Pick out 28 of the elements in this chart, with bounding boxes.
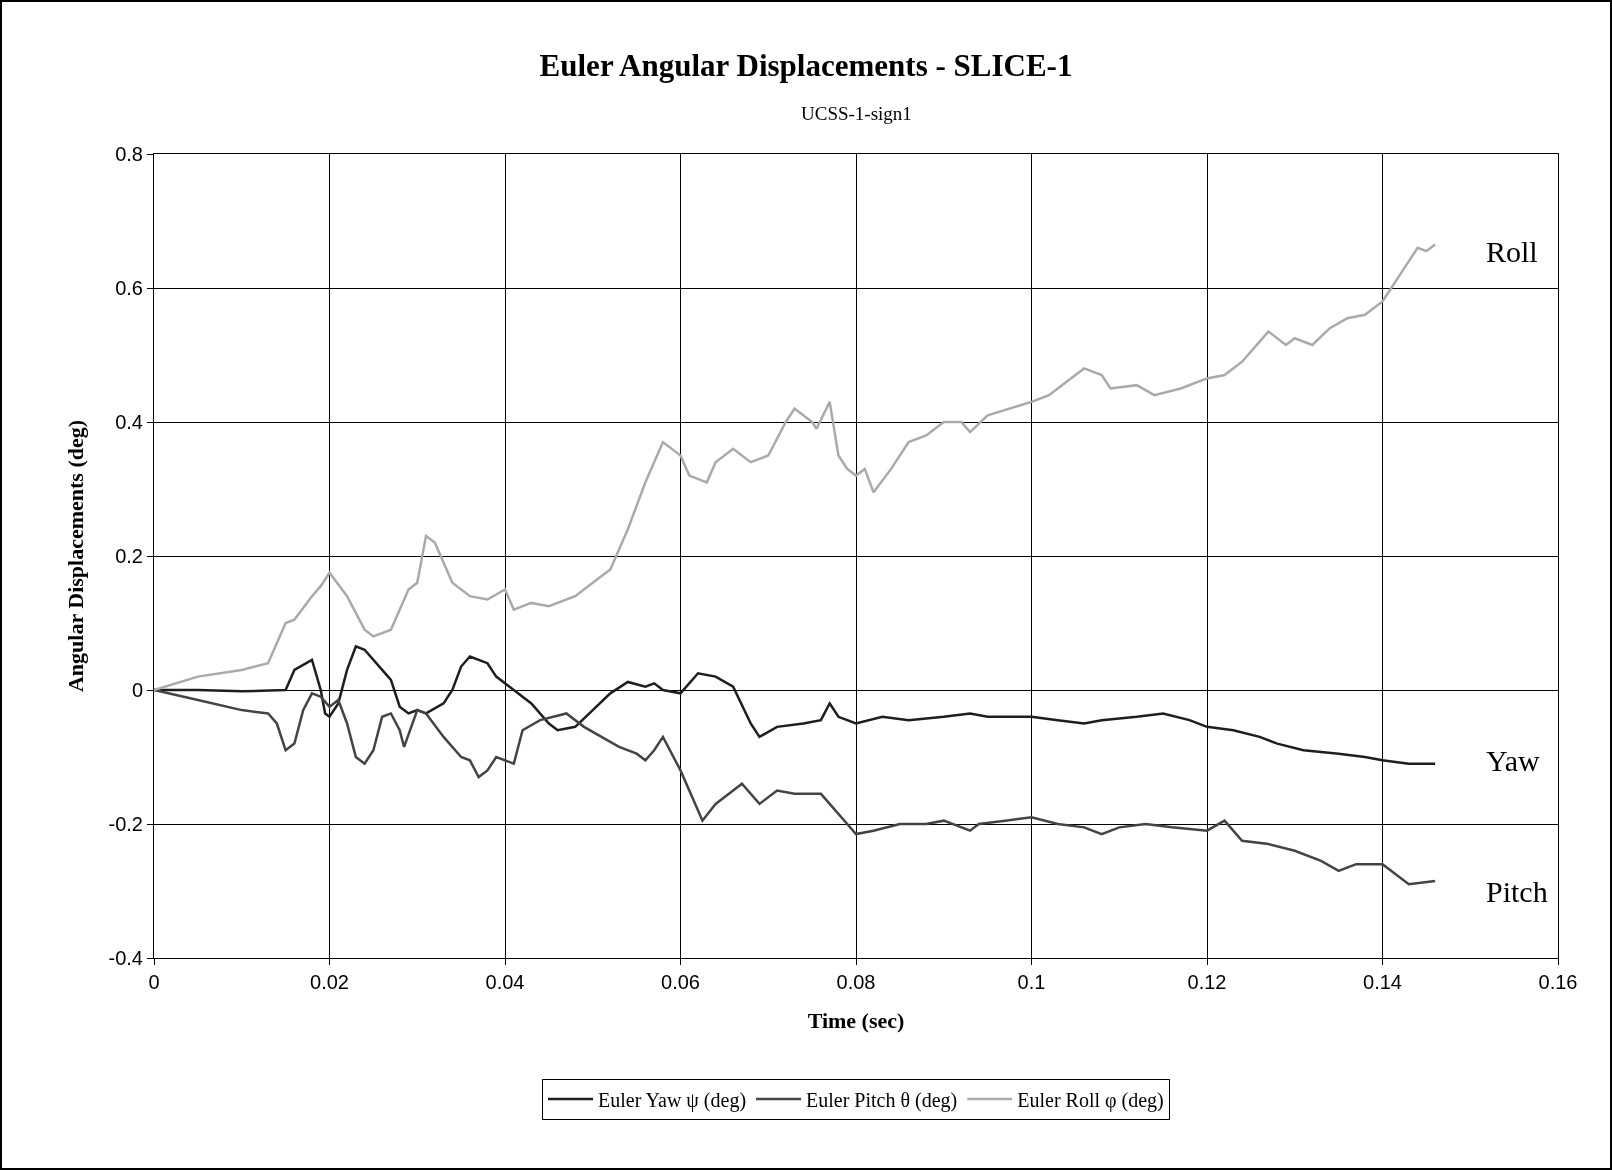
x-tick-label: 0.04 — [485, 971, 525, 993]
y-tick-label: -0.2 — [108, 813, 143, 835]
x-tick-label: 0.08 — [836, 971, 876, 993]
y-tick-label: 0.6 — [115, 277, 143, 299]
x-tick-label: 0.16 — [1538, 971, 1578, 993]
x-tick-label: 0.02 — [310, 971, 349, 993]
chart-title: Euler Angular Displacements - SLICE-1 — [539, 48, 1073, 84]
x-tick-label: 0.06 — [661, 971, 700, 993]
x-tick-label: 0.14 — [1363, 971, 1402, 993]
y-tick-label: -0.4 — [108, 947, 143, 969]
y-tick-label: 0.4 — [115, 411, 143, 433]
x-axis-title: Time (sec) — [807, 1007, 905, 1033]
line-series — [154, 243, 1437, 692]
legend-label: Euler Pitch θ (deg) — [806, 1088, 958, 1112]
x-tick-label: 0.1 — [1017, 971, 1046, 993]
line-series — [154, 688, 1437, 886]
x-tick-label: 0.12 — [1187, 971, 1227, 993]
annotation: Pitch — [1486, 875, 1548, 908]
annotation: Roll — [1486, 235, 1538, 268]
legend-label: Euler Roll φ (deg) — [1017, 1088, 1164, 1112]
annotation: Yaw — [1486, 744, 1540, 777]
y-tick-label: 0 — [131, 679, 143, 701]
chart-subtitle: UCSS-1-sign1 — [801, 103, 912, 124]
x-tick-label: 0 — [148, 971, 160, 993]
y-tick-label: 0.8 — [115, 143, 143, 165]
y-tick-label: 0.2 — [115, 545, 143, 567]
legend-label: Euler Yaw ψ (deg) — [598, 1088, 747, 1112]
y-axis-title: Angular Displacements (deg) — [63, 419, 89, 693]
